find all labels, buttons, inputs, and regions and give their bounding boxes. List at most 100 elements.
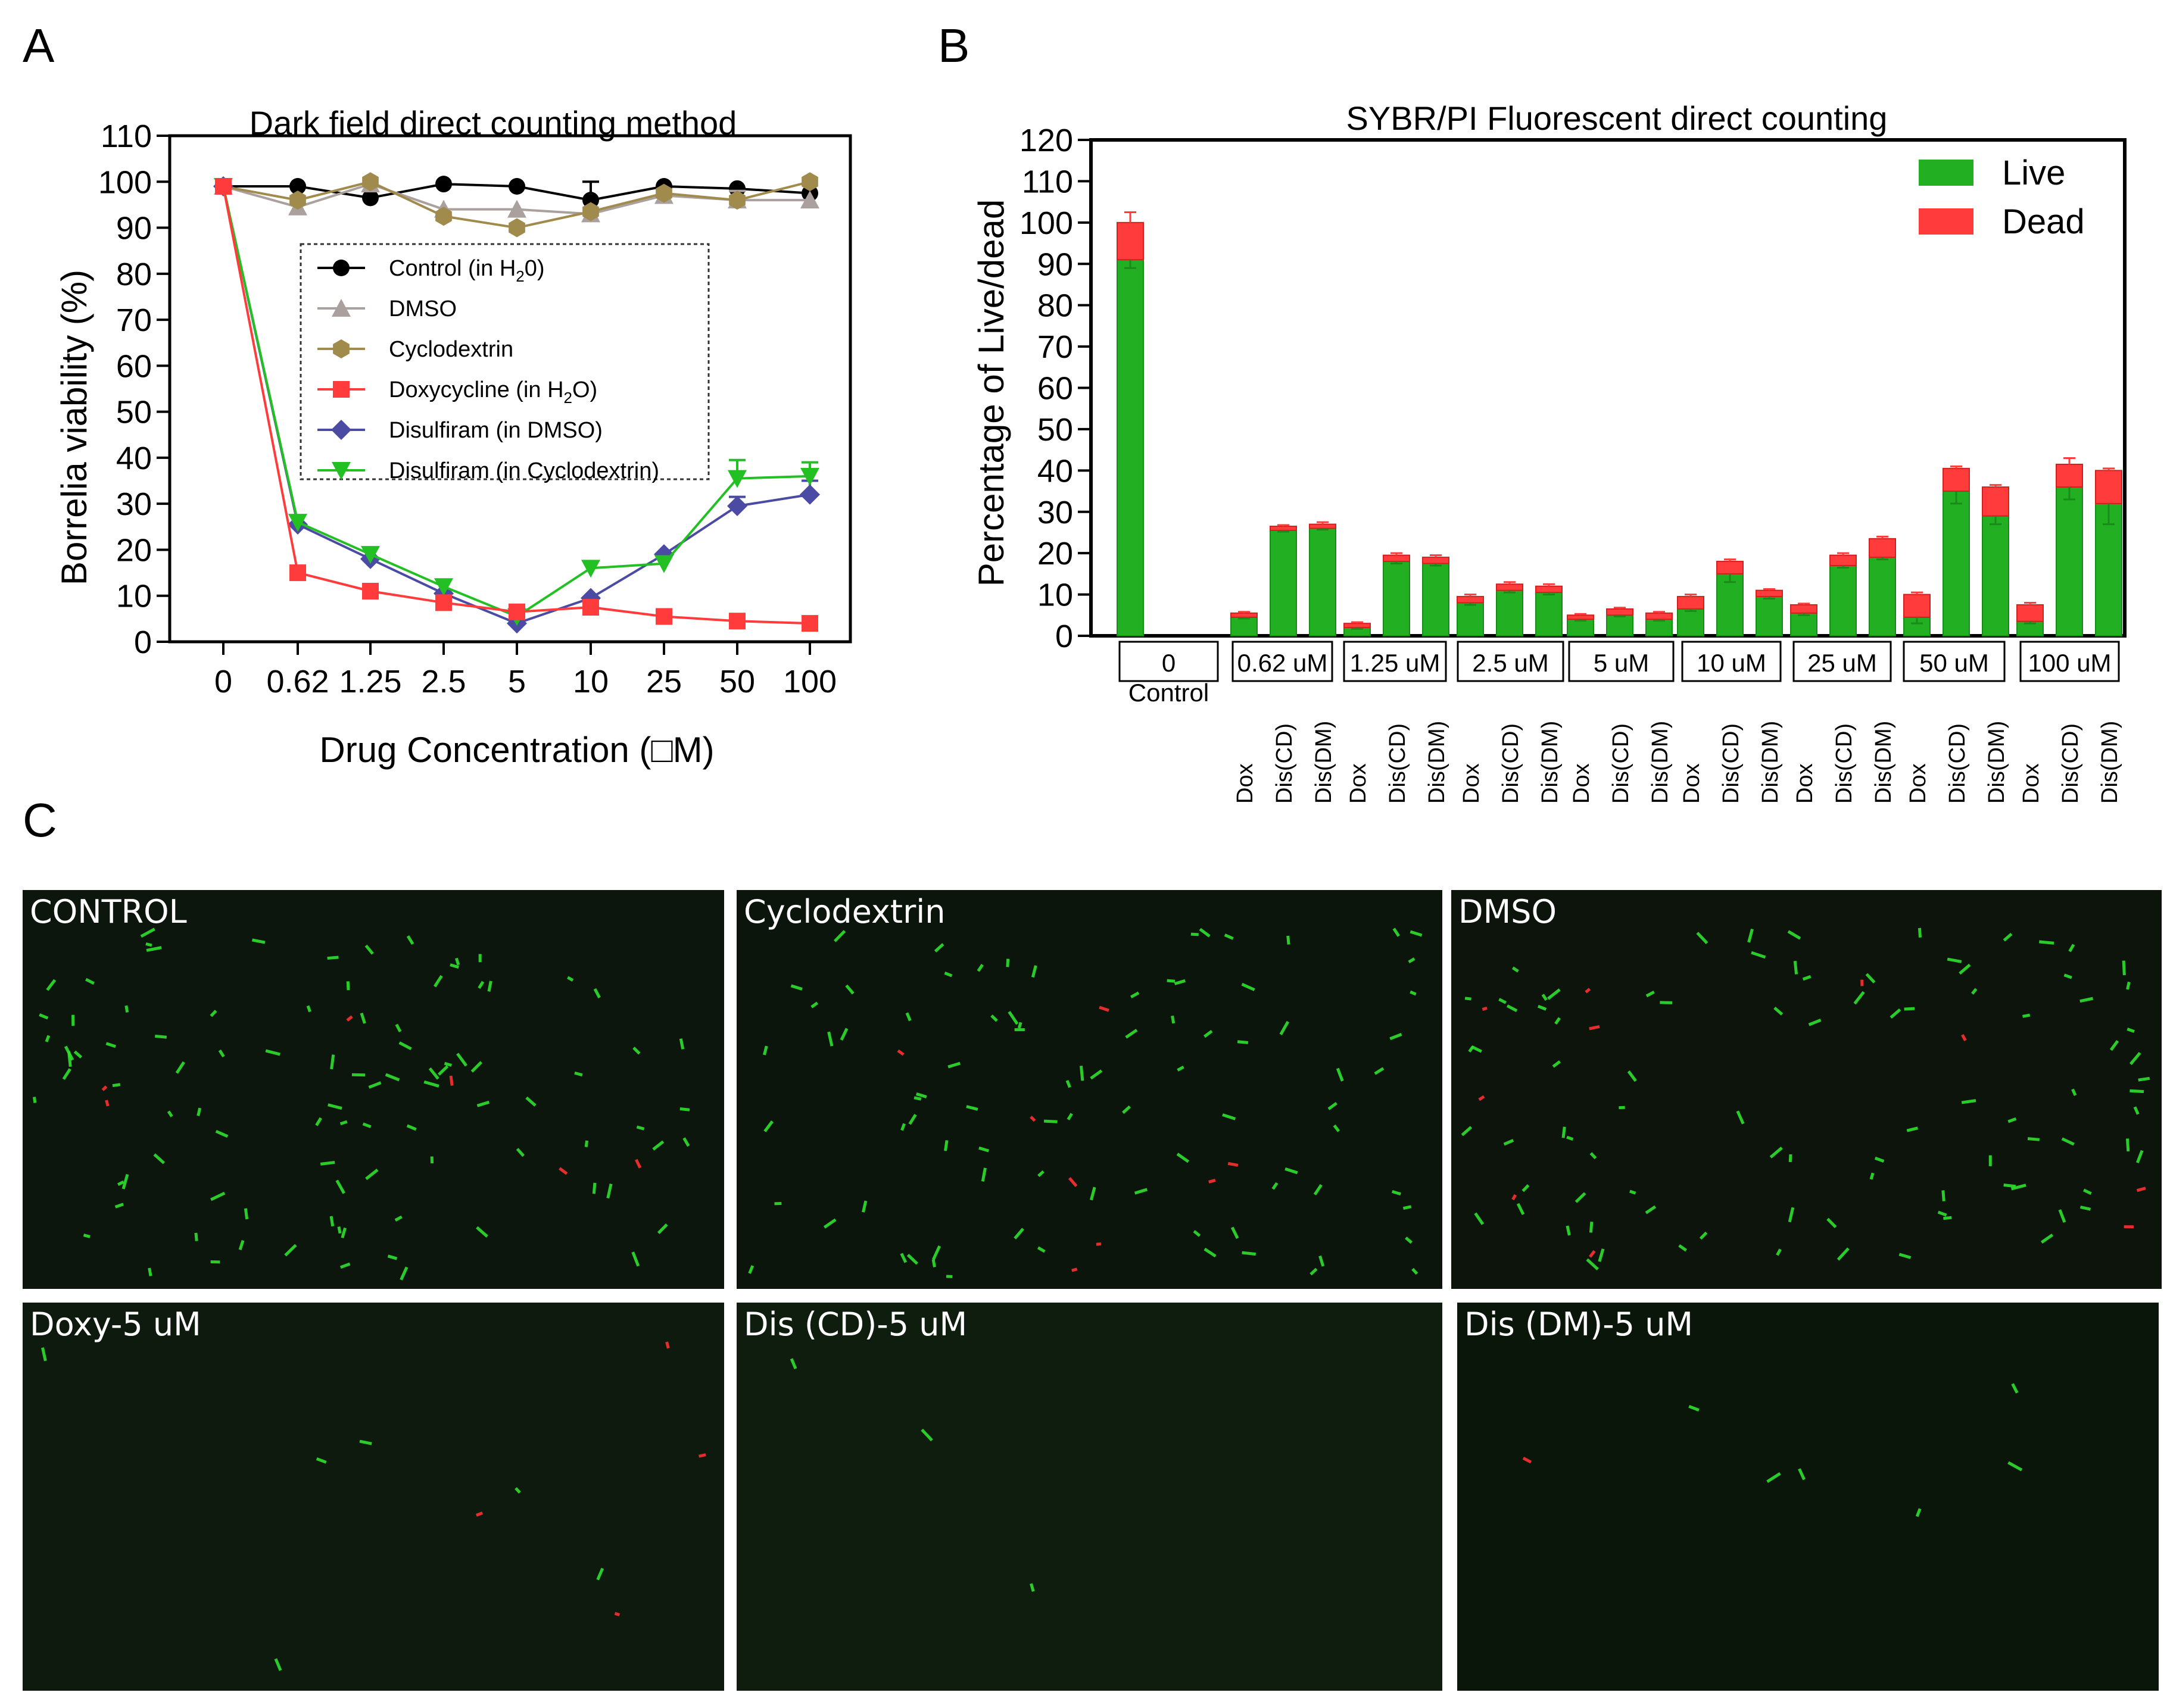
dead-cell (2136, 1186, 2146, 1192)
data-point (435, 176, 452, 193)
category-label: Dox (1792, 763, 1817, 804)
group-label-box (1343, 641, 1447, 682)
live-cell (981, 1167, 987, 1182)
live-cell (1224, 933, 1234, 940)
data-point (728, 470, 747, 488)
live-cell (1171, 1015, 1176, 1024)
legend-label: Disulfiram (in Cyclodextrin) (389, 458, 659, 483)
live-cell (146, 946, 162, 952)
live-cell (1874, 1156, 1885, 1163)
live-cell (1471, 1045, 1482, 1053)
bar-dead (1645, 612, 1673, 620)
live-cell (1222, 1113, 1236, 1120)
data-point (729, 191, 746, 210)
live-cell (1017, 1022, 1022, 1029)
live-cell (83, 1234, 91, 1238)
category-label: Dis(DM) (1984, 721, 2009, 804)
group-label: 0 (1162, 649, 1176, 677)
group-label: 1.25 uM (1350, 649, 1441, 677)
live-cell (385, 1073, 400, 1082)
live-cell (265, 1049, 280, 1056)
live-cell (1808, 1019, 1822, 1026)
y-tick-label: 60 (1037, 371, 1073, 407)
live-cell (1537, 1004, 1547, 1011)
live-cell (574, 1071, 583, 1077)
group-label: 2.5 uM (1472, 649, 1548, 677)
live-cell (1696, 932, 1708, 944)
live-cell (194, 1232, 198, 1241)
chart-a-x-label: Drug Concentration (□M) (319, 730, 714, 770)
live-cell (124, 1005, 129, 1013)
y-tick-label: 20 (116, 532, 152, 568)
live-cell (140, 928, 155, 938)
live-cell (1199, 928, 1211, 938)
live-cell (525, 1096, 537, 1107)
live-cell (833, 930, 846, 942)
live-cell (210, 1010, 217, 1017)
live-cell (1788, 1154, 1792, 1163)
live-cell (1904, 1007, 1915, 1011)
micrograph-grid: CONTROL Cyclodextrin DMSO Doxy-5 uM Dis (CD)… (23, 890, 2162, 1691)
x-tick-label: 1.25 (339, 664, 401, 700)
live-cell (210, 1191, 226, 1201)
bar-dead (1343, 623, 1371, 629)
bar-live (1645, 619, 1673, 636)
dead-cell (1227, 1161, 1239, 1167)
live-cell (320, 1160, 335, 1166)
category-label: Dox (1233, 763, 1258, 804)
dead-cell (897, 1049, 905, 1056)
category-label: Dox (1906, 763, 1931, 804)
live-cell (2071, 1088, 2077, 1096)
live-cell (1853, 991, 1865, 1005)
legend-label: Live (2002, 154, 2065, 192)
live-cell (1660, 1001, 1673, 1004)
live-cell (167, 1110, 173, 1117)
legend-label: DMSO (389, 296, 457, 321)
live-cell (916, 1092, 927, 1098)
live-cell (516, 1148, 525, 1157)
bar-live (1496, 589, 1523, 636)
dead-cell (1860, 979, 1864, 986)
legend-marker (333, 381, 350, 398)
bar-live (1535, 592, 1563, 636)
live-cell (2007, 1461, 2023, 1472)
live-cell (1014, 1228, 1024, 1239)
live-cell (2068, 944, 2075, 953)
bar-dead (1716, 561, 1744, 574)
y-tick-label: 50 (1037, 412, 1073, 448)
live-cell (1392, 1189, 1401, 1196)
group-10-um: Dox Dis(CD) Dis(DM) 10 uM (1677, 558, 1783, 804)
live-cell (944, 972, 953, 978)
y-tick-label: 40 (1037, 453, 1073, 489)
live-cell (900, 1123, 906, 1131)
live-cell (931, 1259, 936, 1267)
panel-letter-c: C (23, 794, 57, 847)
live-cell (1284, 1167, 1298, 1175)
data-point (362, 189, 379, 207)
live-cell (1869, 1172, 1875, 1180)
live-cell (1402, 1205, 1412, 1210)
live-cell (1688, 1404, 1700, 1412)
dead-cell (665, 1341, 670, 1349)
micrograph-label: Dis (CD)-5 uM (744, 1306, 967, 1343)
live-cell (67, 1051, 72, 1067)
live-cell (2130, 1089, 2144, 1094)
category-label: Dox (1679, 763, 1704, 804)
live-cell (105, 1042, 116, 1048)
live-cell (148, 1267, 152, 1276)
live-cell (790, 984, 803, 991)
live-cell (1522, 1184, 1530, 1192)
live-cell (632, 1047, 641, 1055)
bar-dead (1567, 614, 1594, 620)
live-cell (1747, 928, 1754, 943)
data-point (729, 613, 746, 630)
micrograph-label: Dis (DM)-5 uM (1464, 1306, 1693, 1343)
y-tick-label: 30 (116, 486, 152, 522)
legend-label-subscript: 2 (516, 267, 524, 285)
live-cell (1230, 1226, 1239, 1239)
live-cell (1464, 997, 1471, 1001)
micrograph-label: DMSO (1458, 893, 1557, 930)
chart-b-y-label: Percentage of Live/dead (971, 199, 1011, 586)
data-point (434, 578, 453, 597)
